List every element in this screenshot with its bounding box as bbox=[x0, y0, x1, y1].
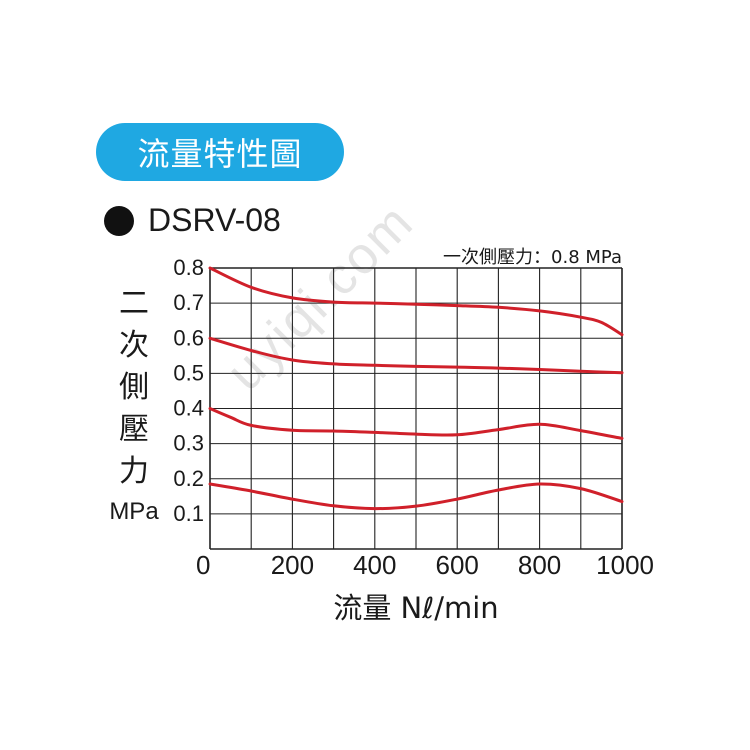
chart-grid bbox=[209, 267, 623, 550]
y-tick-label: 0.1 bbox=[173, 501, 204, 526]
x-tick-label: 600 bbox=[436, 550, 479, 580]
series-line-1 bbox=[208, 266, 624, 337]
y-axis-label-char: 力 bbox=[119, 454, 149, 489]
y-axis-label-char: 二 bbox=[119, 286, 149, 321]
y-tick-label: 0.6 bbox=[173, 325, 204, 350]
y-axis-label-char: 側 bbox=[119, 370, 149, 405]
x-tick-label: 200 bbox=[271, 550, 314, 580]
series-line-3 bbox=[208, 407, 624, 440]
y-axis-label: 二 次 側 壓 力 MPa bbox=[104, 283, 164, 527]
x-tick-label: 800 bbox=[518, 550, 561, 580]
y-tick-label: 0.4 bbox=[173, 396, 204, 421]
x-tick-label: 1000 bbox=[596, 550, 654, 580]
series-line-2 bbox=[208, 336, 624, 375]
inlet-pressure-condition: 一次側壓力：0.8 MPa bbox=[443, 247, 622, 268]
model-heading: DSRV-08 bbox=[104, 202, 281, 239]
x-tick-label: 400 bbox=[353, 550, 396, 580]
y-axis-unit: MPa bbox=[109, 498, 159, 525]
x-tick-label: 0 bbox=[196, 550, 210, 580]
x-axis-ticks: 0 200 400 600 800 1000 bbox=[196, 550, 654, 580]
chart-series bbox=[208, 266, 624, 511]
series-line-4 bbox=[208, 482, 624, 511]
y-tick-label: 0.2 bbox=[173, 466, 204, 491]
y-tick-label: 0.7 bbox=[173, 290, 204, 315]
y-axis-label-char: 壓 bbox=[119, 412, 149, 447]
model-name: DSRV-08 bbox=[148, 202, 281, 238]
y-axis-label-char: 次 bbox=[119, 328, 149, 363]
x-axis-label: 流量 Nℓ/min bbox=[333, 591, 499, 625]
y-tick-label: 0.3 bbox=[173, 431, 204, 456]
y-tick-label: 0.8 bbox=[173, 255, 204, 280]
y-axis-ticks: 0.1 0.2 0.3 0.4 0.5 0.6 0.7 0.8 bbox=[173, 255, 204, 526]
y-tick-label: 0.5 bbox=[173, 360, 204, 385]
bullet-dot-icon bbox=[104, 205, 134, 236]
page-title: 流量特性圖 bbox=[96, 123, 344, 181]
